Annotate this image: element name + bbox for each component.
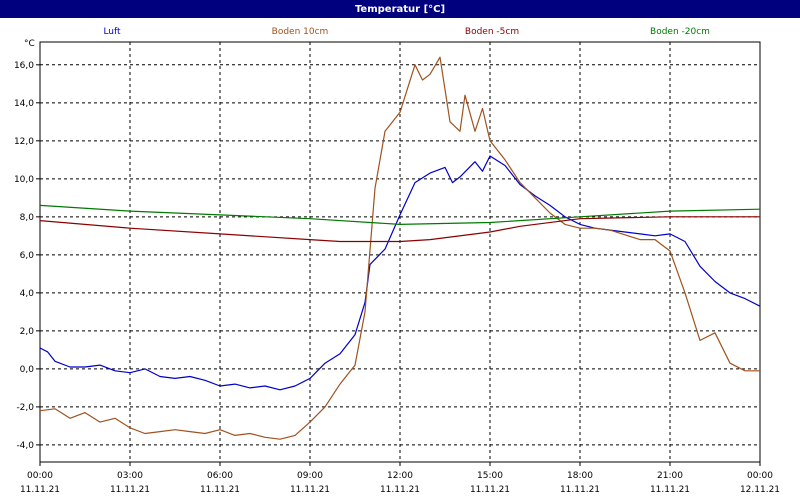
axes [36, 41, 761, 466]
legend-entry: Boden 10cm [272, 27, 329, 37]
series-line-boden-20cm [39, 204, 761, 225]
x-tick-date: 11.11.21 [290, 485, 330, 495]
x-tick-time: 00:00 [27, 471, 53, 481]
x-tick-date: 12.11.21 [740, 485, 780, 495]
x-tick-time: 15:00 [477, 471, 503, 481]
x-tick-date: 11.11.21 [110, 485, 150, 495]
y-tick-label: 4,0 [20, 289, 35, 299]
x-tick-time: 00:00 [747, 471, 773, 481]
x-tick-date: 11.11.21 [200, 485, 240, 495]
legend-entry: Luft [103, 27, 121, 37]
plot-frame [39, 41, 761, 463]
y-tick-label: 14,0 [14, 99, 34, 109]
series-lines [39, 56, 761, 440]
x-tick-time: 18:00 [567, 471, 593, 481]
grid [40, 42, 760, 462]
x-tick-date: 11.11.21 [650, 485, 690, 495]
temperature-chart: 00:00 11.11.21 03:00 11.11.21 06:00 11.11.21 0… [0, 18, 800, 500]
x-tick-time: 12:00 [387, 471, 413, 481]
y-axis-label: °C [24, 39, 35, 49]
x-tick-time: 03:00 [117, 471, 143, 481]
y-tick-label: 16,0 [14, 61, 34, 71]
legend-entry: Boden -20cm [650, 27, 710, 37]
y-tick-label: 6,0 [20, 251, 35, 261]
series-line-boden-10cm [39, 56, 760, 440]
legend: Luft Boden 10cm Boden -5cm Boden -20cm [103, 27, 710, 37]
legend-entry: Boden -5cm [465, 27, 519, 37]
x-tick-date: 11.11.21 [560, 485, 600, 495]
series-line-boden-5cm [39, 216, 760, 243]
x-tick-time: 09:00 [297, 471, 323, 481]
y-tick-label: 8,0 [20, 213, 35, 223]
x-tick-date: 11.11.21 [20, 485, 60, 495]
y-tick-label: 10,0 [14, 175, 34, 185]
series-line-luft [39, 155, 761, 391]
y-tick-label: -2,0 [16, 403, 34, 413]
y-tick-label: 0,0 [20, 365, 35, 375]
y-tick-label: 12,0 [14, 137, 34, 147]
x-tick-date: 11.11.21 [470, 485, 510, 495]
tick-labels: 00:00 11.11.21 03:00 11.11.21 06:00 11.11.21 0… [14, 61, 780, 495]
window-title: Temperatur [°C] [0, 0, 800, 18]
x-tick-time: 06:00 [207, 471, 233, 481]
x-tick-date: 11.11.21 [380, 485, 420, 495]
x-tick-time: 21:00 [657, 471, 683, 481]
y-tick-label: 2,0 [20, 327, 35, 337]
y-tick-label: -4,0 [16, 441, 34, 451]
